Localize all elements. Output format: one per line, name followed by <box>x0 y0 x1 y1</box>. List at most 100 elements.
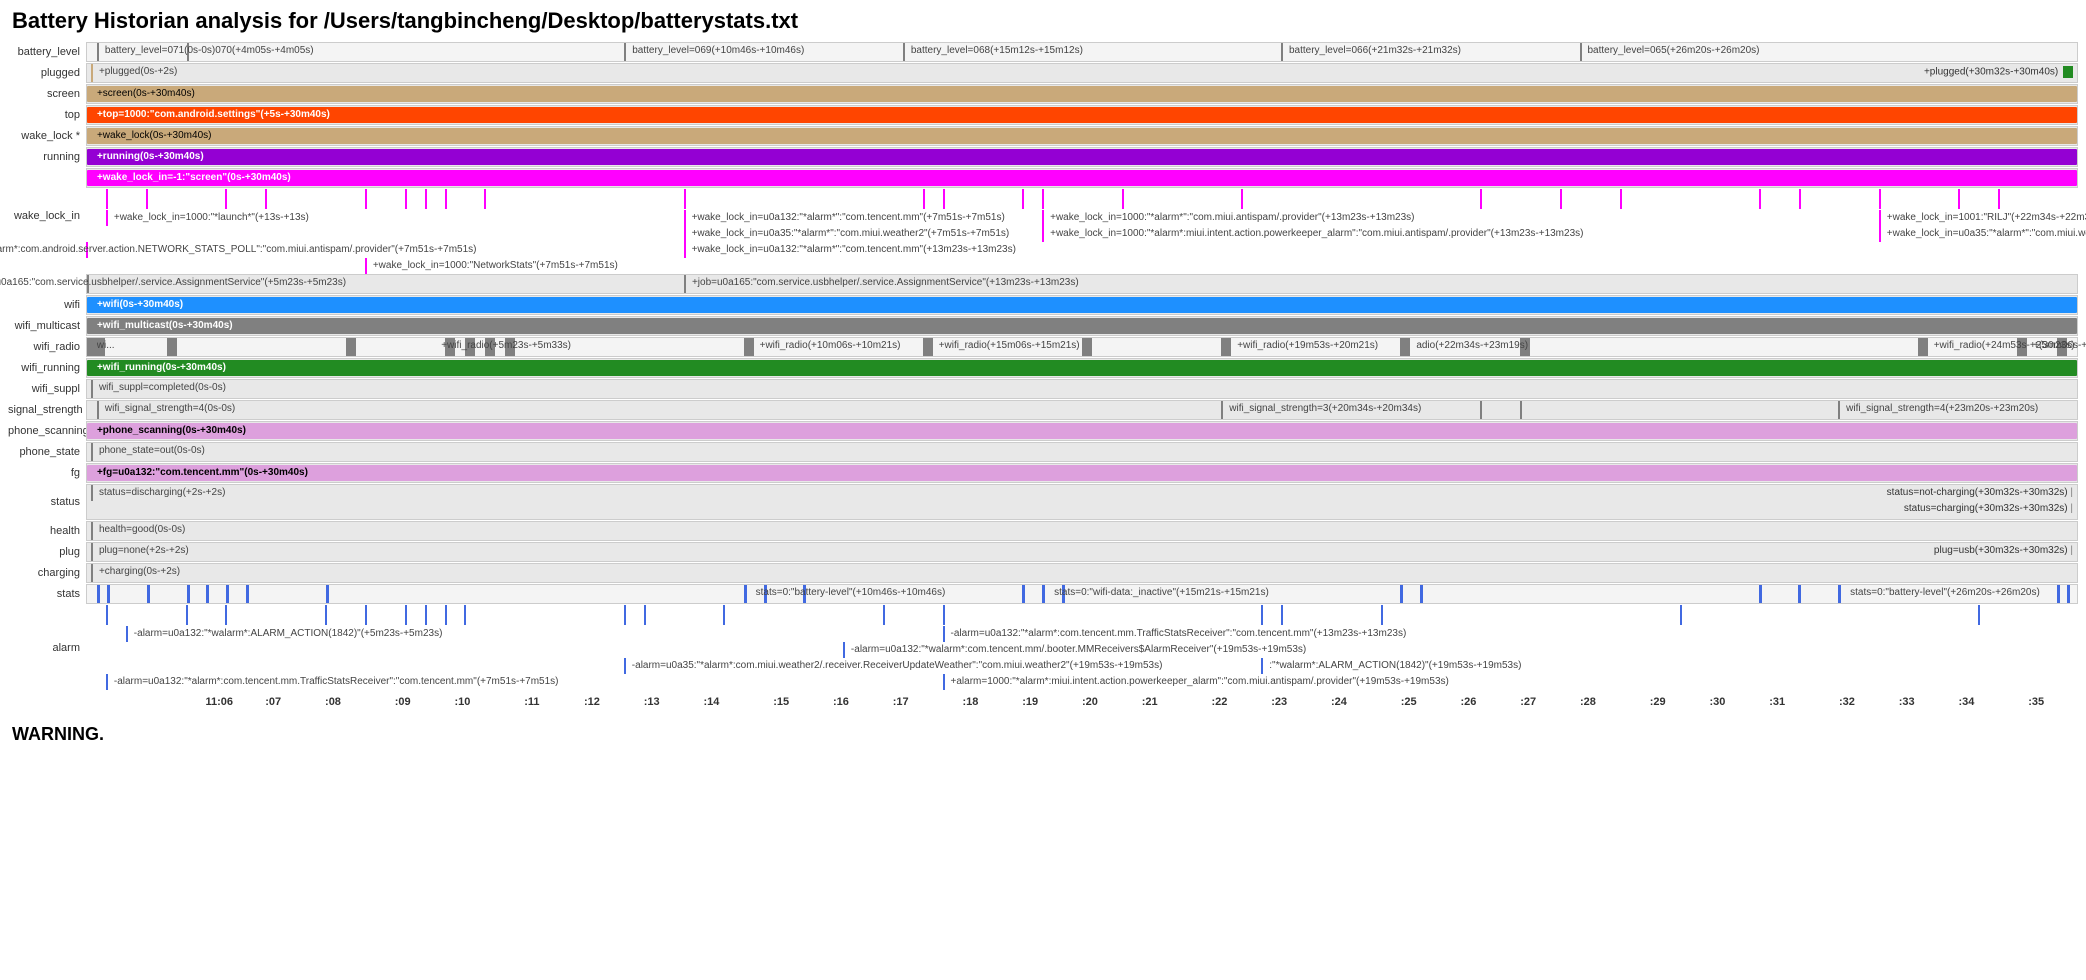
event-label: battery_level=071(0s-0s)070(+4m05s-+4m05… <box>105 45 314 56</box>
event-label: +(30m06s-+30m21s) <box>2033 340 2086 351</box>
axis-tick: :24 <box>1331 696 1347 708</box>
event-label: u0a165:"com.service.usbhelper/.service.A… <box>0 277 346 288</box>
event-label: wifi_suppl=completed(0s-0s) <box>99 382 226 393</box>
row-label: top <box>8 109 86 121</box>
row-label: wifi_multicast <box>8 320 86 332</box>
row-track: +fg=u0a132:"com.tencent.mm"(0s-+30m40s) <box>86 463 2078 483</box>
row-track: wifi_signal_strength=4(0s-0s)wifi_signal… <box>86 400 2078 420</box>
row-label: wifi <box>8 299 86 311</box>
row-label: wifi_running <box>8 362 86 374</box>
event-label: plug=usb(+30m32s-+30m32s) | <box>1934 545 2073 556</box>
row-wifi: wifi +wifi(0s-+30m40s) <box>8 295 2078 315</box>
axis-tick: :31 <box>1769 696 1785 708</box>
row-track: +wake_lock(0s-+30m40s) <box>86 126 2078 146</box>
bar-wake-lock-in <box>87 170 2077 186</box>
event-label: +wake_lock_in=1000:"NetworkStats"(+7m51s… <box>373 260 618 271</box>
row-label: alarm <box>8 642 86 658</box>
event-label: battery_level=068(+15m12s-+15m12s) <box>911 45 1083 56</box>
row-track: +phone_scanning(0s-+30m40s) <box>86 421 2078 441</box>
row-track: +wi...+wifi_radio(+5m23s-+5m33s)+wifi_ra… <box>86 337 2078 357</box>
row-wifi-radio: wifi_radio +wi...+wifi_radio(+5m23s-+5m3… <box>8 337 2078 357</box>
row-label: wake_lock * <box>8 130 86 142</box>
row-label: signal_strength <box>8 404 86 416</box>
axis-tick: :35 <box>2028 696 2044 708</box>
axis-tick: :23 <box>1271 696 1287 708</box>
row-track: +wifi(0s-+30m40s) <box>86 295 2078 315</box>
row-track <box>86 189 2078 209</box>
row-alarm-ticks <box>8 605 2078 625</box>
event-label: +wake_lock_in=u0a35:"*alarm*":"com.miui.… <box>1887 228 2086 239</box>
event-label: +wake_lock_in=1000:"*alarm*:miui.intent.… <box>1050 228 1583 239</box>
event-label: :"*walarm*:ALARM_ACTION(1842)"(+19m53s-+… <box>1269 660 1521 671</box>
row-track: +wifi_multicast(0s-+30m40s) <box>86 316 2078 336</box>
row-plug: plug plug=none(+2s-+2s) plug=usb(+30m32s… <box>8 542 2078 562</box>
event-label: plug=none(+2s-+2s) <box>99 545 189 556</box>
axis-tick: :17 <box>893 696 909 708</box>
bar-wifi <box>87 297 2077 313</box>
axis-tick: :07 <box>265 696 281 708</box>
row-track: +charging(0s-+2s) <box>86 563 2078 583</box>
bar-running <box>87 149 2077 165</box>
bar-label: +phone_scanning(0s-+30m40s) <box>93 424 250 437</box>
row-wifi-multicast: wifi_multicast +wifi_multicast(0s-+30m40… <box>8 316 2078 336</box>
bar-label: +wifi_running(0s-+30m40s) <box>93 361 230 374</box>
sub-track: larm*:com.android.server.action.NETWORK_… <box>86 242 2078 258</box>
event-label: +wake_lock_in=u0a35:"*alarm*":"com.miui.… <box>692 228 1010 239</box>
bar-screen <box>87 86 2077 102</box>
axis-tick: :30 <box>1709 696 1725 708</box>
bar-fg <box>87 465 2077 481</box>
row-wifi-running: wifi_running +wifi_running(0s-+30m40s) <box>8 358 2078 378</box>
event-label: +charging(0s-+2s) <box>99 566 180 577</box>
event-label: +wifi_radio(+10m06s-+10m21s) <box>760 340 901 351</box>
row-label: wifi_suppl <box>8 383 86 395</box>
row-label: charging <box>8 567 86 579</box>
axis-tick: :18 <box>962 696 978 708</box>
sub-track: +wake_lock_in=u0a35:"*alarm*":"com.miui.… <box>86 226 2078 242</box>
event-label: -alarm=u0a35:"*alarm*:com.miui.weather2/… <box>632 660 1163 671</box>
axis-tick: :15 <box>773 696 789 708</box>
event-label: +wake_lock_in=u0a132:"*alarm*":"com.tenc… <box>692 244 1016 255</box>
row-label: plug <box>8 546 86 558</box>
event-label: +wake_lock_in=u0a132:"*alarm*":"com.tenc… <box>692 212 1005 223</box>
event-label: -alarm=u0a132:"*alarm*:com.tencent.mm.Tr… <box>951 628 1407 639</box>
axis-tick: :10 <box>455 696 471 708</box>
row-label: plugged <box>8 67 86 79</box>
row-label: running <box>8 151 86 163</box>
historian-chart: battery_level battery_level=071(0s-0s)07… <box>8 42 2078 714</box>
row-track: status=discharging(+2s-+2s) status=not-c… <box>86 484 2078 520</box>
sub-track: -alarm=u0a132:"*alarm*:com.tencent.mm.Tr… <box>86 674 2078 690</box>
bar-label: +wake_lock_in=-1:"screen"(0s-+30m40s) <box>93 171 295 184</box>
row-track: +wake_lock_in=-1:"screen"(0s-+30m40s) <box>86 168 2078 188</box>
row-signal-strength: signal_strength wifi_signal_strength=4(0… <box>8 400 2078 420</box>
bar-top <box>87 107 2077 123</box>
sub-track: -alarm=u0a132:"*walarm*:com.tencent.mm/.… <box>86 642 2078 658</box>
row-health: health health=good(0s-0s) <box>8 521 2078 541</box>
sub-track: +wake_lock_in=1000:"*launch*"(+13s-+13s)… <box>86 210 2078 226</box>
row-track: u0a165:"com.service.usbhelper/.service.A… <box>86 274 2078 294</box>
row-top: top +top=1000:"com.android.settings"(+5s… <box>8 105 2078 125</box>
row-running: running +running(0s-+30m40s) <box>8 147 2078 167</box>
axis-tick: :20 <box>1082 696 1098 708</box>
event-label: -alarm=u0a132:"*walarm*:com.tencent.mm/.… <box>851 644 1306 655</box>
axis-tick: :14 <box>704 696 720 708</box>
event-label: +wake_lock_in=1000:"*launch*"(+13s-+13s) <box>114 212 309 223</box>
bar-label: +wifi(0s-+30m40s) <box>93 298 187 311</box>
row-wake-lock: wake_lock * +wake_lock(0s-+30m40s) <box>8 126 2078 146</box>
axis-tick: :19 <box>1022 696 1038 708</box>
event-label: wifi_signal_strength=3(+20m34s-+20m34s) <box>1229 403 1421 414</box>
row-wake-lock-in-ticks <box>8 189 2078 209</box>
event-label: stats=0:"battery-level"(+10m46s-+10m46s) <box>756 587 946 598</box>
bar-label: +screen(0s-+30m40s) <box>93 87 199 100</box>
row-label: wake_lock_in <box>8 210 86 226</box>
bar-label: +top=1000:"com.android.settings"(+5s-+30… <box>93 108 334 121</box>
event-label: phone_state=out(0s-0s) <box>99 445 205 456</box>
event-label: battery_level=066(+21m32s-+21m32s) <box>1289 45 1461 56</box>
event-label: +wifi_radio(+5m23s-+5m33s) <box>441 340 571 351</box>
row-label: health <box>8 525 86 537</box>
bar-wake-lock <box>87 128 2077 144</box>
row-battery-level: battery_level battery_level=071(0s-0s)07… <box>8 42 2078 62</box>
row-label: phone_scanning <box>8 425 86 437</box>
row-phone-scanning: phone_scanning +phone_scanning(0s-+30m40… <box>8 421 2078 441</box>
bar-label: +wifi_multicast(0s-+30m40s) <box>93 319 237 332</box>
row-track: +top=1000:"com.android.settings"(+5s-+30… <box>86 105 2078 125</box>
